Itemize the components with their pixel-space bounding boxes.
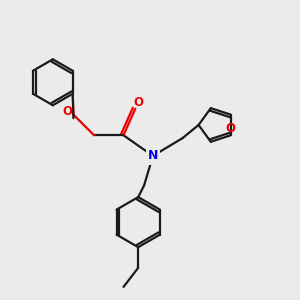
Text: O: O bbox=[62, 105, 72, 118]
Text: O: O bbox=[133, 96, 143, 109]
Text: O: O bbox=[226, 122, 236, 135]
Text: N: N bbox=[148, 149, 158, 162]
